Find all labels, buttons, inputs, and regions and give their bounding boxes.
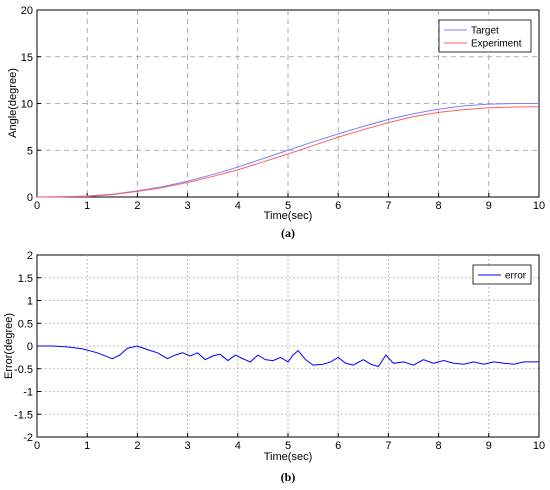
x-tick-label: 10 (533, 200, 545, 212)
panel-a: 0 1 2 3 4 5 6 7 8 9 10 0 5 10 15 20 Target Experiment Ti… (7, 5, 545, 240)
y-tick-label: -2 (23, 432, 33, 444)
series-a (36, 103, 540, 198)
caption-a: (a) (281, 226, 295, 240)
x-tick-label: 4 (235, 440, 241, 452)
y-tick-label: 20 (21, 5, 33, 17)
x-tick-label: 6 (335, 200, 341, 212)
x-tick-label: 3 (185, 440, 191, 452)
x-tick-label: 7 (385, 440, 391, 452)
panel-b: 0 1 2 3 4 5 6 7 8 9 10-2-1.5-1-0.500.511.52 error … (3, 250, 545, 484)
x-tick-label: 9 (486, 440, 492, 452)
x-tick-label: 5 (285, 200, 291, 212)
y-tick-label: 0 (27, 341, 33, 353)
x-axis-label-a: Time(sec) (264, 210, 312, 222)
legend-label: Target (471, 26, 499, 37)
x-tick-label: 2 (134, 440, 140, 452)
y-tick-label: 0.5 (18, 318, 33, 330)
legend-label: error (505, 271, 527, 282)
x-tick-label: 1 (84, 440, 90, 452)
y-tick-label: 0 (27, 192, 33, 204)
y-tick-label: 2 (27, 250, 33, 262)
x-tick-label: 10 (533, 440, 545, 452)
x-tick-label: 8 (436, 200, 442, 212)
series-b (37, 345, 539, 368)
x-tick-label: 4 (235, 200, 241, 212)
x-tick-label: 7 (385, 200, 391, 212)
ticks-a: 0 1 2 3 4 5 6 7 8 9 10 0 5 10 15 20 (21, 5, 545, 212)
x-tick-label: 1 (84, 200, 90, 212)
y-axis-label-a: Angle(degree) (7, 68, 19, 138)
x-tick-label: 3 (185, 200, 191, 212)
y-tick-label: 15 (21, 52, 33, 64)
legend-box (438, 19, 532, 53)
y-tick-label: 1 (27, 296, 33, 308)
legend-label: Experiment (471, 39, 522, 50)
y-tick-label: 10 (21, 99, 33, 111)
x-tick-label: 9 (486, 200, 492, 212)
series-line-error (37, 345, 539, 368)
caption-b: (b) (281, 470, 296, 484)
x-axis-label-b: Time(sec) (264, 451, 312, 463)
y-tick-label: 1.5 (18, 273, 33, 285)
series-line-experiment (36, 106, 540, 198)
y-tick-label: -1 (23, 387, 33, 399)
x-tick-label: 2 (134, 200, 140, 212)
y-tick-label: 5 (27, 145, 33, 157)
x-tick-label: 8 (436, 440, 442, 452)
legend-a: Target Experiment (438, 19, 532, 53)
x-tick-label: 0 (34, 200, 40, 212)
x-tick-label: 6 (335, 440, 341, 452)
plot-area-b (36, 254, 540, 438)
y-axis-label-b: Error(degree) (3, 313, 15, 379)
y-tick-label: -1.5 (14, 409, 33, 421)
x-tick-label: 5 (285, 440, 291, 452)
legend-b: error (472, 264, 532, 285)
x-tick-label: 0 (34, 440, 40, 452)
legend-box (472, 264, 532, 285)
y-tick-label: -0.5 (14, 364, 33, 376)
